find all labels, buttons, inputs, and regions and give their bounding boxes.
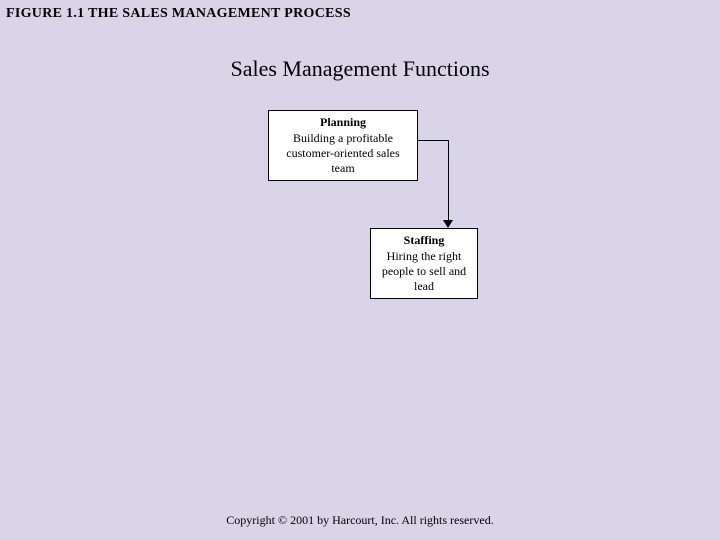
- node-planning-title: Planning: [275, 115, 411, 130]
- node-staffing: Staffing Hiring the right people to sell…: [370, 228, 478, 299]
- edge-v: [448, 140, 449, 220]
- flow-diagram: Planning Building a profitable customer-…: [0, 110, 720, 330]
- edge-h: [418, 140, 448, 141]
- copyright-text: Copyright © 2001 by Harcourt, Inc. All r…: [0, 513, 720, 528]
- node-staffing-title: Staffing: [377, 233, 471, 248]
- node-staffing-body: Hiring the right people to sell and lead: [382, 249, 466, 293]
- arrowhead-down-icon: [443, 220, 453, 228]
- node-planning-body: Building a profitable customer-oriented …: [286, 131, 399, 175]
- page-title: Sales Management Functions: [0, 56, 720, 82]
- figure-label: FIGURE 1.1 THE SALES MANAGEMENT PROCESS: [6, 6, 351, 22]
- node-planning: Planning Building a profitable customer-…: [268, 110, 418, 181]
